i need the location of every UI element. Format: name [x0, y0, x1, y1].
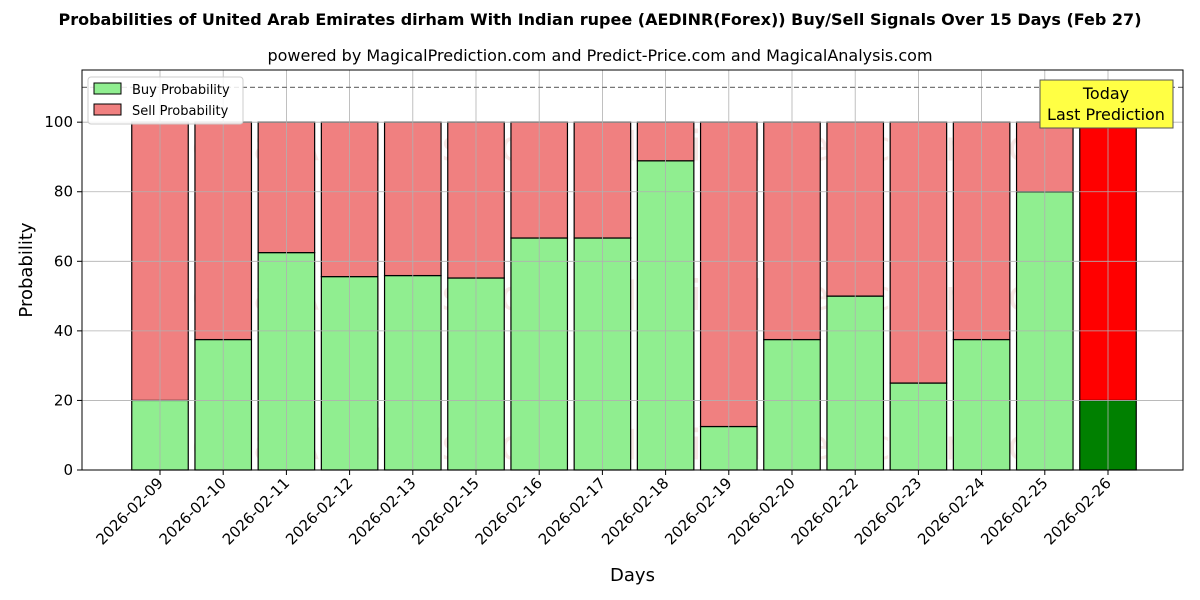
y-tick-label: 100: [44, 113, 73, 131]
legend-label-sell: Sell Probability: [132, 104, 229, 119]
y-tick-label: 0: [63, 461, 73, 479]
x-tick-label: 2026-02-12: [282, 474, 356, 548]
x-tick-label: 2026-02-22: [788, 474, 862, 548]
y-tick-label: 20: [54, 391, 73, 409]
x-tick-label: 2026-02-18: [598, 474, 672, 548]
y-tick-label: 40: [54, 322, 73, 340]
today-annotation-line2: Last Prediction: [1047, 105, 1165, 124]
x-tick-label: 2026-02-20: [724, 474, 798, 548]
legend-swatch-sell: [93, 103, 122, 116]
x-tick-label: 2026-02-23: [851, 474, 925, 548]
x-tick-label: 2026-02-24: [914, 474, 988, 548]
x-tick-label: 2026-02-13: [345, 474, 419, 548]
x-tick-label: 2026-02-11: [219, 474, 293, 548]
chart-subtitle: powered by MagicalPrediction.com and Pre…: [267, 46, 933, 65]
chart-title: Probabilities of United Arab Emirates di…: [58, 10, 1142, 29]
today-annotation-box: [1039, 79, 1174, 129]
today-annotation-line1: Today: [1082, 84, 1129, 103]
legend-swatch-buy: [93, 82, 122, 95]
x-tick-label: 2026-02-25: [977, 474, 1051, 548]
x-tick-label: 2026-02-15: [408, 474, 482, 548]
x-tick-label: 2026-02-26: [1040, 474, 1114, 548]
x-tick-label: 2026-02-16: [472, 474, 546, 548]
x-tick-label: 2026-02-17: [535, 474, 609, 548]
x-tick-label: 2026-02-19: [661, 474, 735, 548]
y-tick-label: 60: [54, 252, 73, 270]
plot-frame: [81, 69, 1184, 471]
x-axis-label: Days: [610, 565, 655, 586]
y-axis-label: Probability: [16, 222, 37, 317]
x-tick-label: 2026-02-10: [156, 474, 230, 548]
y-tick-label: 80: [54, 183, 73, 201]
legend-label-buy: Buy Probability: [132, 83, 230, 98]
legend-box: [87, 76, 244, 125]
x-tick-label: 2026-02-09: [92, 474, 166, 548]
